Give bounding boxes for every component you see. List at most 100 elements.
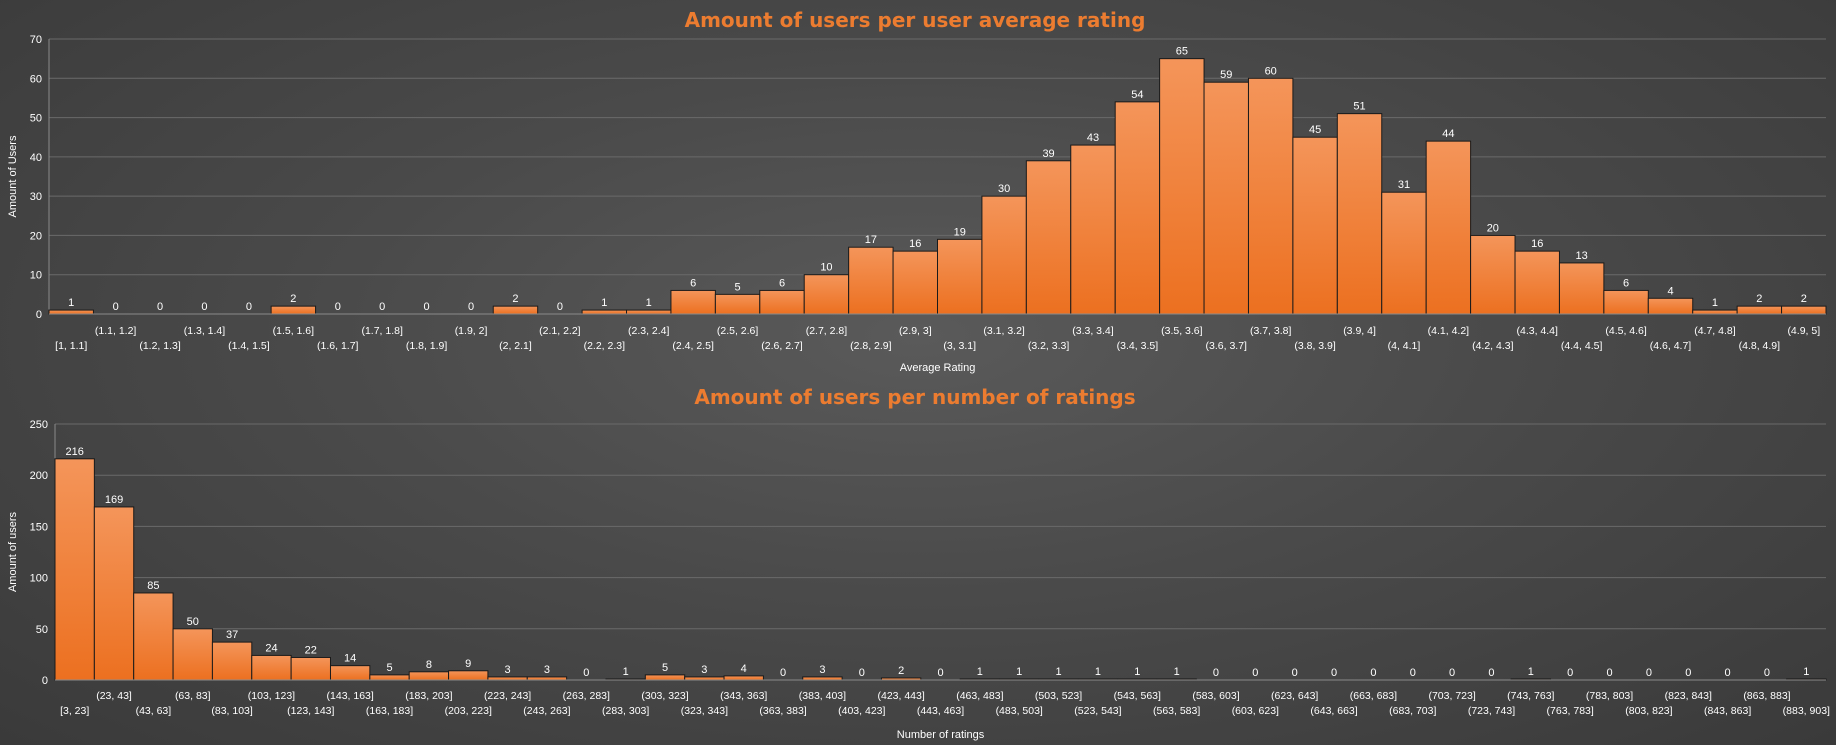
bar bbox=[492, 305, 539, 315]
data-label: 2 bbox=[1756, 293, 1762, 305]
bar bbox=[172, 628, 213, 681]
x-tick-label: (1.5, 1.6] bbox=[273, 325, 315, 337]
data-label: 0 bbox=[1725, 667, 1731, 679]
data-label: 1 bbox=[646, 297, 652, 309]
data-label: 1 bbox=[1712, 297, 1718, 309]
data-label: 0 bbox=[557, 301, 563, 313]
x-tick-label: (283, 303] bbox=[602, 705, 649, 717]
x-axis-title: Number of ratings bbox=[897, 729, 985, 741]
data-label: 0 bbox=[1331, 667, 1337, 679]
x-tick-label: (783, 803] bbox=[1586, 690, 1633, 702]
y-tick-label: 50 bbox=[36, 624, 48, 636]
data-label: 2 bbox=[290, 293, 296, 305]
x-tick-label: (763, 783] bbox=[1547, 705, 1594, 717]
bar bbox=[892, 250, 939, 315]
bar bbox=[1381, 191, 1427, 315]
data-label: 8 bbox=[426, 659, 432, 671]
data-label: 216 bbox=[65, 446, 83, 458]
x-tick-label: (343, 363] bbox=[720, 690, 767, 702]
x-tick-label: (1.8, 1.9] bbox=[406, 340, 448, 352]
bar bbox=[644, 674, 686, 681]
bar bbox=[937, 238, 983, 315]
data-label: 85 bbox=[147, 580, 159, 592]
bar bbox=[1558, 262, 1605, 315]
bar bbox=[1203, 81, 1249, 315]
x-tick-label: (1.6, 1.7] bbox=[317, 340, 359, 352]
x-tick-label: (1.7, 1.8] bbox=[361, 325, 403, 337]
x-tick-label: (823, 843] bbox=[1665, 690, 1712, 702]
x-tick-label: (3.7, 3.8] bbox=[1250, 325, 1292, 337]
x-tick-label: (3, 3.1] bbox=[943, 340, 976, 352]
x-tick-label: (683, 703] bbox=[1389, 705, 1436, 717]
data-label: 16 bbox=[909, 238, 921, 250]
x-tick-label: (1.1, 1.2] bbox=[95, 325, 137, 337]
data-label: 1 bbox=[1016, 666, 1022, 678]
data-label: 31 bbox=[1398, 179, 1410, 191]
y-tick-label: 30 bbox=[30, 191, 42, 203]
bar bbox=[448, 670, 489, 681]
bar bbox=[1692, 309, 1738, 315]
x-tick-label: (2.1, 2.2] bbox=[539, 325, 581, 337]
data-label: 0 bbox=[1410, 667, 1416, 679]
x-tick-label: (1.2, 1.3] bbox=[139, 340, 181, 352]
bar bbox=[723, 675, 764, 681]
data-label: 19 bbox=[954, 226, 966, 238]
data-label: 1 bbox=[1528, 666, 1534, 678]
x-tick-label: (863, 883] bbox=[1743, 690, 1790, 702]
x-tick-label: (743, 763] bbox=[1507, 690, 1554, 702]
bar bbox=[581, 309, 628, 315]
rating-average-chart: Amount of users per user average rating 0… bbox=[7, 8, 1827, 374]
x-tick-label: (2.6, 2.7] bbox=[761, 340, 803, 352]
x-tick-label: (443, 463] bbox=[917, 705, 964, 717]
x-axis-title: Average Rating bbox=[900, 362, 976, 374]
data-label: 5 bbox=[662, 662, 668, 674]
data-label: 6 bbox=[1623, 277, 1629, 289]
x-tick-label: (163, 183] bbox=[366, 705, 413, 717]
x-tick-label: (3.5, 3.6] bbox=[1161, 325, 1203, 337]
x-tick-label: (3.6, 3.7] bbox=[1206, 340, 1248, 352]
y-tick-label: 70 bbox=[30, 34, 42, 46]
x-tick-label: (2.9, 3] bbox=[899, 325, 932, 337]
bar bbox=[290, 656, 331, 681]
data-label: 6 bbox=[779, 277, 785, 289]
data-label: 1 bbox=[977, 666, 983, 678]
x-tick-label: (323, 343] bbox=[681, 705, 728, 717]
bar bbox=[1070, 144, 1116, 315]
data-label: 0 bbox=[1213, 667, 1219, 679]
bar bbox=[251, 654, 292, 681]
x-tick-label: (2.2, 2.3] bbox=[584, 340, 626, 352]
x-tick-label: (4.6, 4.7] bbox=[1650, 340, 1692, 352]
x-tick-label: (623, 643] bbox=[1271, 690, 1318, 702]
bar bbox=[1114, 101, 1161, 315]
y-axis-title: Amount of Users bbox=[7, 135, 19, 217]
x-tick-label: (383, 403] bbox=[799, 690, 846, 702]
y-tick-label: 100 bbox=[30, 573, 48, 585]
x-tick-label: (883, 903] bbox=[1783, 705, 1830, 717]
data-label: 5 bbox=[735, 281, 741, 293]
data-label: 30 bbox=[998, 183, 1010, 195]
x-tick-label: (4.8, 4.9] bbox=[1739, 340, 1781, 352]
data-label: 17 bbox=[865, 234, 877, 246]
x-tick-label: (63, 83] bbox=[175, 690, 211, 702]
data-label: 2 bbox=[1801, 293, 1807, 305]
data-label: 0 bbox=[780, 667, 786, 679]
bar bbox=[133, 592, 174, 681]
data-label: 1 bbox=[601, 297, 607, 309]
bar bbox=[48, 309, 94, 315]
bar bbox=[626, 309, 672, 315]
data-label: 2 bbox=[512, 293, 518, 305]
data-label: 0 bbox=[113, 301, 119, 313]
data-label: 1 bbox=[1095, 666, 1101, 678]
x-tick-label: (4.2, 4.3] bbox=[1472, 340, 1514, 352]
x-tick-label: (2.5, 2.6] bbox=[717, 325, 759, 337]
data-label: 50 bbox=[187, 616, 199, 628]
bar bbox=[408, 671, 450, 681]
data-label: 0 bbox=[937, 667, 943, 679]
data-label: 51 bbox=[1353, 101, 1365, 113]
data-label: 65 bbox=[1176, 46, 1188, 58]
x-tick-label: (4.5, 4.6] bbox=[1605, 325, 1647, 337]
bar bbox=[1470, 234, 1516, 315]
x-tick-label: (603, 623] bbox=[1232, 705, 1279, 717]
data-label: 0 bbox=[1252, 667, 1258, 679]
x-tick-label: (2, 2.1] bbox=[499, 340, 532, 352]
